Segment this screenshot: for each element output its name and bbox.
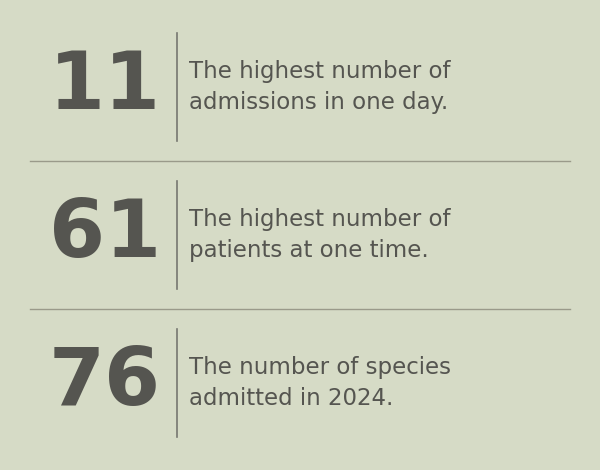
Text: 61: 61 [49, 196, 161, 274]
Text: The highest number of: The highest number of [189, 208, 451, 231]
Text: The highest number of: The highest number of [189, 60, 451, 83]
Text: admitted in 2024.: admitted in 2024. [189, 387, 394, 410]
Text: patients at one time.: patients at one time. [189, 239, 429, 262]
Text: admissions in one day.: admissions in one day. [189, 91, 448, 114]
Text: The number of species: The number of species [189, 356, 451, 379]
Text: 11: 11 [49, 48, 161, 126]
Text: 76: 76 [49, 344, 161, 422]
